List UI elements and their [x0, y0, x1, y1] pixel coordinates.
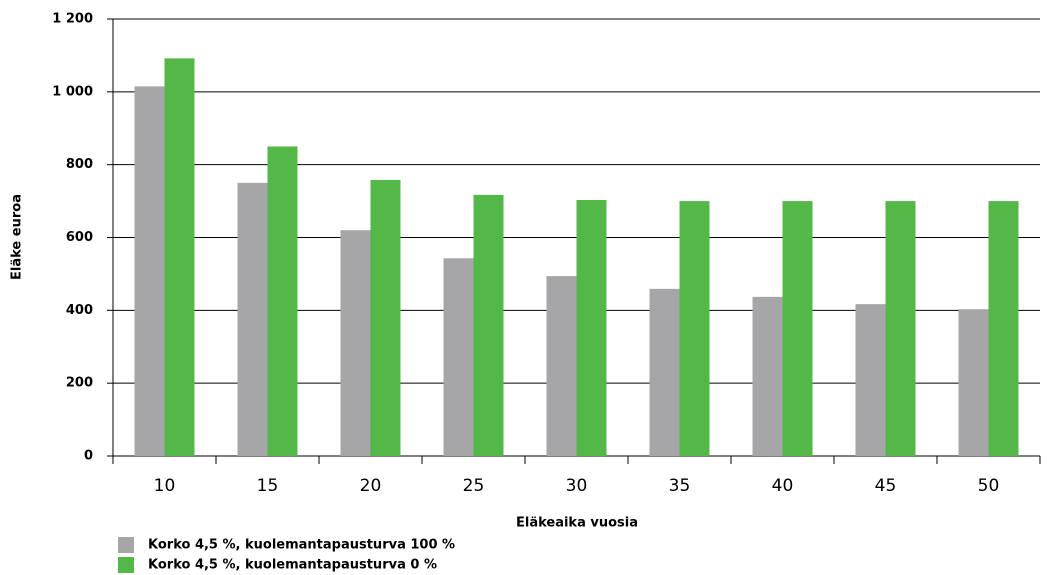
bar [237, 182, 268, 456]
bar [134, 86, 165, 456]
bar [782, 201, 813, 456]
x-tick-label: 50 [978, 476, 1000, 496]
bar [370, 179, 401, 456]
y-tick-label: 600 [66, 230, 93, 245]
legend-swatch [118, 537, 134, 553]
bar [752, 296, 783, 456]
bar [855, 304, 886, 456]
legend-label: Korko 4,5 %, kuolemantapausturva 100 % [148, 538, 455, 553]
y-tick-label: 1 000 [52, 84, 93, 99]
y-tick-label: 0 [84, 449, 93, 464]
bar [164, 58, 195, 457]
bar [576, 199, 607, 456]
x-tick-label: 30 [566, 476, 588, 496]
y-axis-label: Eläke euroa [10, 194, 25, 280]
y-tick-label: 200 [66, 376, 93, 391]
bar [267, 146, 298, 457]
y-tick-label: 400 [66, 303, 93, 318]
y-tick-label: 800 [66, 157, 93, 172]
x-tick-label: 35 [669, 476, 691, 496]
x-axis-label: Eläkeaika vuosia [516, 516, 638, 531]
x-tick-label: 25 [463, 476, 485, 496]
bar [443, 258, 474, 456]
bar [473, 194, 504, 456]
bar [988, 201, 1019, 456]
legend-label: Korko 4,5 %, kuolemantapausturva 0 % [148, 558, 437, 573]
x-tick-label: 15 [257, 476, 279, 496]
x-tick-label: 45 [875, 476, 897, 496]
bar [958, 309, 989, 456]
x-tick-label: 20 [360, 476, 382, 496]
x-tick-label: 40 [772, 476, 794, 496]
y-tick-label: 1 200 [52, 12, 93, 27]
bar [649, 288, 680, 456]
bar [679, 201, 710, 456]
legend-swatch [118, 557, 134, 573]
x-tick-label: 10 [154, 476, 176, 496]
bar [885, 201, 916, 456]
bar [546, 276, 577, 456]
bar [340, 230, 371, 456]
